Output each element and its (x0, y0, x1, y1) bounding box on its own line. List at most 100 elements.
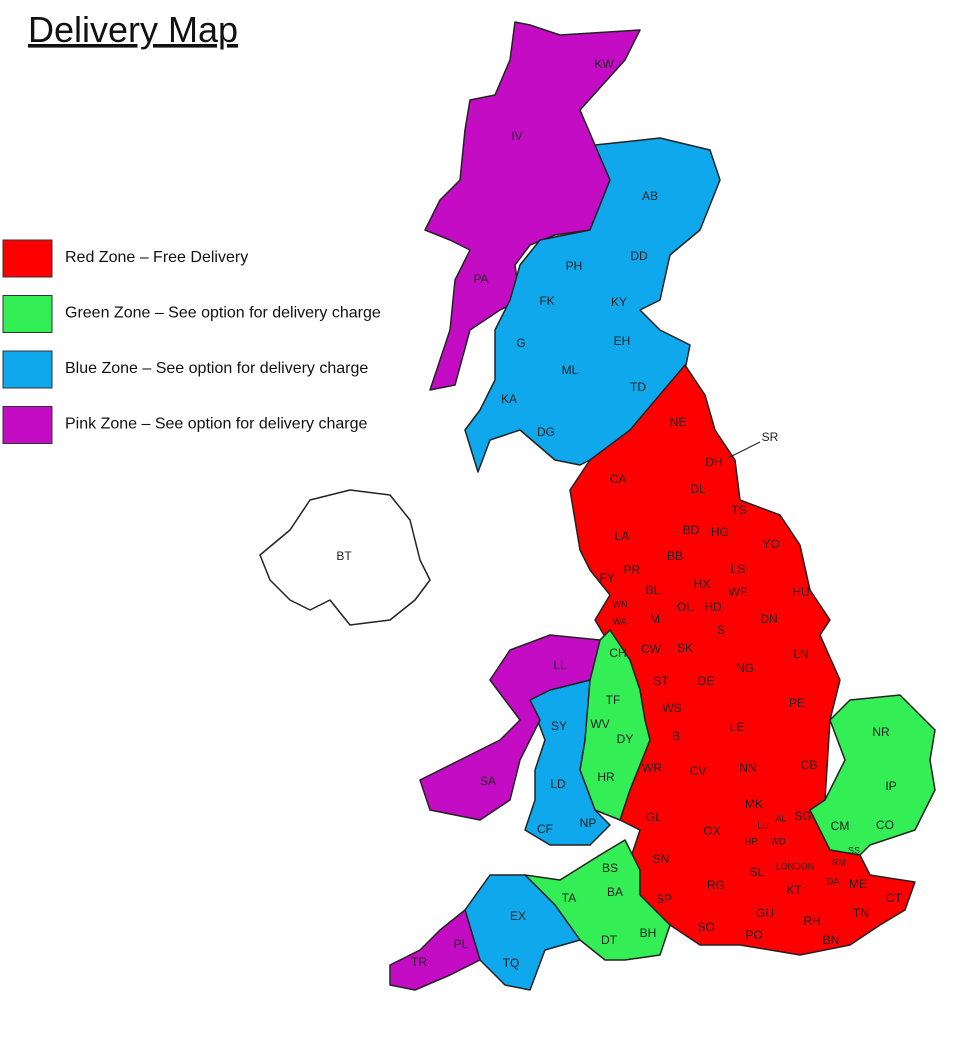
region-label: RG (707, 878, 725, 892)
zone-area (809, 694, 936, 856)
region-label: TN (853, 906, 869, 920)
region-label: BA (607, 885, 623, 899)
region-label: KT (786, 883, 802, 897)
northern-ireland (259, 489, 431, 626)
region-label: BB (667, 549, 683, 563)
region-label: WV (590, 717, 609, 731)
region-label: MK (745, 797, 763, 811)
region-label: TS (731, 503, 746, 517)
region-label: GU (756, 906, 774, 920)
region-label: HX (694, 577, 711, 591)
region-label: SS (848, 845, 860, 855)
legend-label: Pink Zone – See option for delivery char… (65, 416, 368, 433)
zone-area (419, 634, 601, 821)
region-label: CA (610, 472, 627, 486)
region-label: ME (849, 877, 867, 891)
region-label: BN (823, 933, 840, 947)
region-label: BS (602, 861, 618, 875)
region-label: GL (646, 810, 662, 824)
region-label: NG (736, 661, 754, 675)
region-label: AL (775, 813, 786, 823)
region-label: RM (832, 857, 846, 867)
region-label: NE (670, 415, 687, 429)
region-label: DL (690, 482, 706, 496)
region-label: PH (566, 259, 583, 273)
zone-area (569, 364, 916, 956)
region-label: WN (613, 599, 628, 609)
region-label: PL (454, 937, 469, 951)
region-label: NN (739, 761, 756, 775)
region-label: LD (550, 777, 566, 791)
region-label: M (650, 612, 660, 626)
region-label: OX (703, 824, 720, 838)
region-label: FK (539, 294, 554, 308)
region-label: DH (705, 455, 722, 469)
legend-swatch (2, 406, 53, 444)
region-label: CV (690, 764, 707, 778)
region-label: B (672, 729, 680, 743)
region-label: PO (745, 928, 762, 942)
region-label: CB (801, 758, 818, 772)
region-label: LN (793, 647, 808, 661)
legend-swatch (2, 239, 53, 278)
legend-label: Blue Zone – See option for delivery char… (65, 360, 368, 377)
region-label: SR (762, 430, 779, 444)
region-label: DY (617, 732, 634, 746)
region-label: DE (698, 674, 715, 688)
region-label: TD (630, 380, 646, 394)
region-label: SY (551, 719, 567, 733)
leader-line (727, 441, 761, 459)
region-label: PA (473, 272, 488, 286)
region-label: KA (501, 392, 517, 406)
region-label: DN (760, 612, 777, 626)
region-label: SP (656, 892, 672, 906)
region-label: PE (789, 696, 805, 710)
region-label: LA (615, 529, 630, 543)
region-label: TQ (503, 956, 520, 970)
region-label: IV (511, 129, 522, 143)
region-label: DD (630, 249, 648, 263)
region-label: DA (827, 876, 840, 886)
region-label: SN (653, 852, 670, 866)
region-label: CM (831, 819, 850, 833)
region-label: NR (872, 725, 890, 739)
region-label: TF (606, 693, 621, 707)
region-label: RH (803, 914, 820, 928)
region-label: CW (641, 642, 662, 656)
region-label: EX (510, 909, 526, 923)
region-label: TR (411, 955, 427, 969)
region-label: BD (683, 523, 700, 537)
region-label: G (516, 336, 525, 350)
legend-swatch (2, 295, 53, 333)
region-label: S (717, 623, 725, 637)
region-label: CT (886, 891, 903, 905)
region-label: LS (731, 562, 746, 576)
title: Delivery Map (28, 9, 238, 50)
legend-swatch (2, 350, 53, 389)
region-label: WS (662, 701, 681, 715)
region-label: SK (677, 641, 693, 655)
zone-area (389, 909, 481, 991)
region-label: HU (792, 585, 809, 599)
region-label: CH (609, 646, 626, 660)
region-label: LE (730, 720, 745, 734)
zone-area (424, 21, 641, 391)
region-label: AB (642, 189, 658, 203)
region-label: KW (594, 57, 614, 71)
region-label: HR (597, 770, 615, 784)
region-label: SG (794, 809, 811, 823)
region-label: FY (599, 571, 614, 585)
zone-area (524, 679, 611, 846)
region-label: DG (537, 425, 555, 439)
legend-label: Red Zone – Free Delivery (65, 249, 248, 266)
region-label: YO (762, 537, 779, 551)
region-label: LONDON (776, 861, 815, 871)
region-label: HD (704, 600, 722, 614)
region-label: BL (646, 583, 661, 597)
region-label: WD (771, 836, 786, 846)
region-label: LU (757, 820, 769, 830)
region-label: IP (885, 779, 896, 793)
region-label: CO (876, 818, 894, 832)
